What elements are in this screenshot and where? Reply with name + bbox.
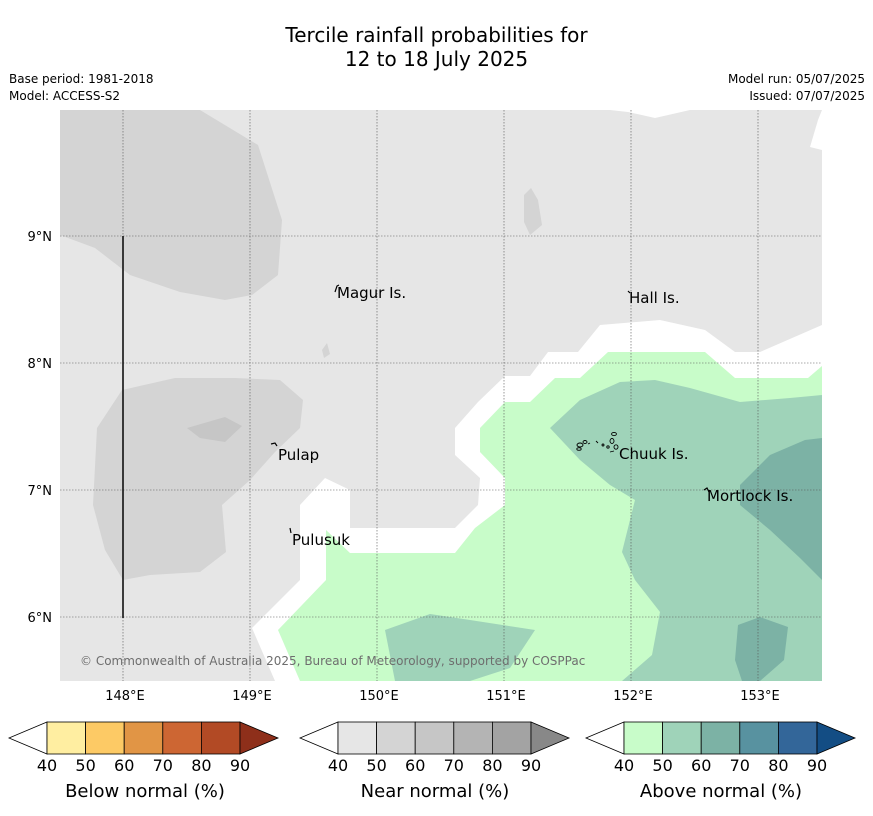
field-no-signal-ne [810,110,822,150]
colorbar-near-tick-label: 40 [328,756,348,775]
colorbar-near-segment [453,721,493,755]
y-tick-6n: 6°N [28,611,53,626]
colorbar-near: 40 50 60 70 80 90 [298,721,571,775]
x-tick-153: 153°E [740,689,780,704]
map-title-line1: Tercile rainfall probabilities for [285,23,588,47]
colorbar-near-label: Near normal (%) [360,781,510,802]
colorbar-above-segment [623,721,663,755]
colorbar-below-tick-label: 60 [114,756,134,775]
colorbar-above-tick-label: 50 [652,756,672,775]
colorbar-near-low-triangle [298,721,339,755]
colorbar-above-segment [662,721,702,755]
colorbar-above-high-triangle [816,721,857,755]
y-axis-tick-labels: 9°N 8°N 7°N 6°N [28,230,53,626]
x-tick-151: 151°E [486,689,526,704]
colorbar-below-tick-label: 40 [37,756,57,775]
field-above-50 [550,380,822,681]
colorbar-above-segment [700,721,741,755]
magur-island-outline [334,284,340,293]
colorbar-below-segment [200,721,241,755]
colorbar-above-tick-label: 80 [768,756,788,775]
field-above-60-south [735,617,788,681]
pulap-island-outline [270,442,278,447]
colorbar-near-tick-label: 70 [444,756,464,775]
colorbar-below-tick-label: 50 [75,756,95,775]
y-tick-9n: 9°N [28,230,53,245]
colorbar-above-tick-label: 90 [807,756,827,775]
colorbar-near-segment [337,721,377,755]
chuuk-islands-outline [576,431,619,453]
label-hall-is: Hall Is. [629,289,680,307]
label-mortlock-is: Mortlock Is. [707,487,793,505]
field-near-50-west [93,378,303,580]
colorbar-below-low-triangle [7,721,48,755]
island-outlines [270,284,710,534]
colorbar-below-tick-label: 90 [230,756,250,775]
field-no-signal-top [610,110,690,118]
colorbar-above-low-triangle [584,721,625,755]
colorbar-above-tick-label: 40 [614,756,634,775]
colorbar-below-label: Below normal (%) [65,781,225,802]
field-near-50-dot [322,343,330,358]
place-labels: Magur Is. Hall Is. Pulap Chuuk Is. Mortl… [278,284,793,549]
pulusuk-island-outline [289,527,292,534]
colorbar-near-tick-label: 80 [482,756,502,775]
base-period-label: Base period: 1981-2018 [9,72,154,86]
map-title-line2: 12 to 18 July 2025 [344,47,529,71]
colorbar-above-segment [739,721,779,755]
x-tick-149: 149°E [232,689,272,704]
label-chuuk-is: Chuuk Is. [619,445,688,463]
issued-label: Issued: 07/07/2025 [749,89,865,103]
colorbar-near-high-triangle [530,721,571,755]
colorbar-above-tick-label: 70 [730,756,750,775]
x-tick-150: 150°E [359,689,399,704]
x-axis-tick-labels: 148°E 149°E 150°E 151°E 152°E 153°E [105,689,780,704]
colorbar-near-segment [491,721,532,755]
colorbar-near-tick-label: 60 [405,756,425,775]
copyright-notice: © Commonwealth of Australia 2025, Bureau… [80,654,585,668]
colorbar-near-segment [376,721,416,755]
field-near-50-north [60,110,282,300]
colorbar-below-segment [85,721,125,755]
y-tick-7n: 7°N [28,484,53,499]
probability-fields [60,110,822,681]
graticule [60,110,822,681]
colorbar-near-tick-label: 90 [521,756,541,775]
colorbar-below-segment [123,721,164,755]
field-near-60-patch [187,417,242,442]
colorbar-above: 40 50 60 70 80 90 [584,721,857,775]
colorbar-near-tick-label: 50 [366,756,386,775]
mortlock-island-outline [703,487,710,493]
colorbar-above-label: Above normal (%) [639,781,803,802]
model-label: Model: ACCESS-S2 [9,89,121,103]
x-tick-152: 152°E [613,689,653,704]
colorbar-below-segment [162,721,202,755]
colorbar-below: 40 50 60 70 80 90 [7,721,280,775]
colorbar-near-segment [414,721,455,755]
field-above-50-south [385,614,535,681]
model-run-label: Model run: 05/07/2025 [727,72,865,86]
x-tick-148: 148°E [105,689,145,704]
colorbar-below-tick-label: 80 [191,756,211,775]
field-above-60 [740,438,822,580]
hall-island-outline [627,290,631,294]
label-pulusuk: Pulusuk [292,531,350,549]
colorbar-below-tick-label: 70 [153,756,173,775]
label-magur-is: Magur Is. [337,284,406,302]
label-pulap: Pulap [278,446,319,464]
colorbar-above-tick-label: 60 [691,756,711,775]
y-tick-8n: 8°N [28,357,53,372]
colorbar-above-segment [778,721,818,755]
colorbar-below-high-triangle [239,721,280,755]
field-near-50-spot [524,188,542,235]
colorbar-below-segment [46,721,86,755]
